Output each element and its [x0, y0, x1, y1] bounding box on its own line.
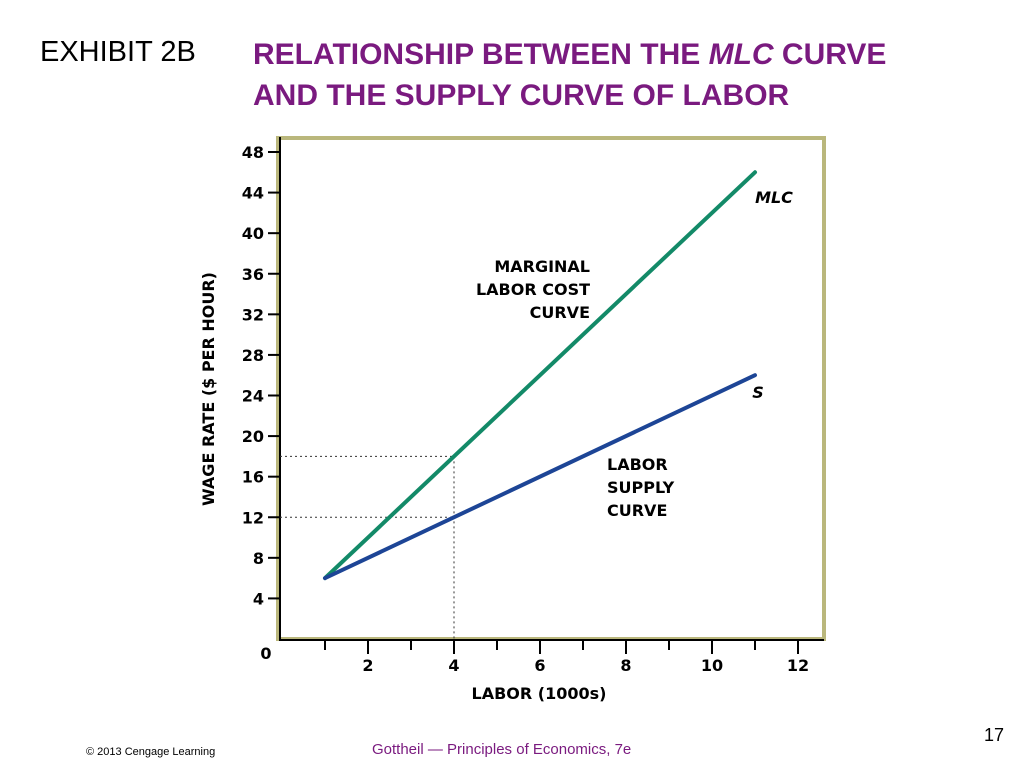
y-tick-label: 24 [242, 387, 264, 406]
page-number: 17 [984, 725, 1005, 745]
supply-annotation-line: CURVE [607, 501, 667, 520]
series-line-mlc [323, 170, 757, 581]
supply-annotation-line: LABOR [607, 455, 668, 474]
x-tick-label: 12 [787, 656, 809, 675]
origin-label: 0 [260, 644, 271, 663]
series-name-s: S [752, 383, 764, 402]
x-tick-label: 10 [701, 656, 723, 675]
x-tick-label: 2 [362, 656, 373, 675]
series-line-s [323, 373, 757, 581]
y-axis-label: WAGE RATE ($ PER HOUR) [199, 272, 218, 506]
x-tick-label: 6 [534, 656, 545, 675]
y-tick-label: 8 [253, 549, 264, 568]
title-line-2: AND THE SUPPLY CURVE OF LABOR [253, 79, 790, 112]
exhibit-label: EXHIBIT 2B [40, 36, 196, 68]
y-tick-label: 16 [242, 468, 264, 487]
supply-annotation-line: SUPPLY [607, 478, 675, 497]
slide-title: RELATIONSHIP BETWEEN THE MLC CURVE AND T… [253, 34, 886, 116]
y-tick-label: 4 [253, 589, 264, 608]
mlc-annotation-line: MARGINAL [494, 257, 590, 276]
x-axis-label: LABOR (1000s) [472, 684, 607, 703]
mlc-annotation-line: CURVE [530, 303, 590, 322]
y-tick-label: 28 [242, 346, 264, 365]
title-part-1: RELATIONSHIP BETWEEN THE [253, 38, 709, 71]
y-tick-label: 20 [242, 427, 264, 446]
footer-book: Gottheil — Principles of Economics, 7e [372, 741, 632, 758]
title-italic: MLC [708, 38, 774, 71]
title-line-1: RELATIONSHIP BETWEEN THE MLC CURVE [253, 34, 886, 75]
y-tick-label: 12 [242, 508, 264, 527]
y-tick-label: 32 [242, 305, 264, 324]
x-tick-label: 8 [620, 656, 631, 675]
mlc-annotation-line: LABOR COST [476, 280, 590, 299]
y-tick-label: 36 [242, 265, 264, 284]
y-tick-label: 40 [242, 224, 264, 243]
series-name-mlc: MLC [755, 188, 793, 207]
x-tick-label: 4 [448, 656, 459, 675]
title-part-2: CURVE [773, 38, 887, 71]
y-tick-label: 44 [242, 184, 264, 203]
y-tick-label: 48 [242, 143, 264, 162]
footer-copyright: © 2013 Cengage Learning [86, 746, 216, 758]
